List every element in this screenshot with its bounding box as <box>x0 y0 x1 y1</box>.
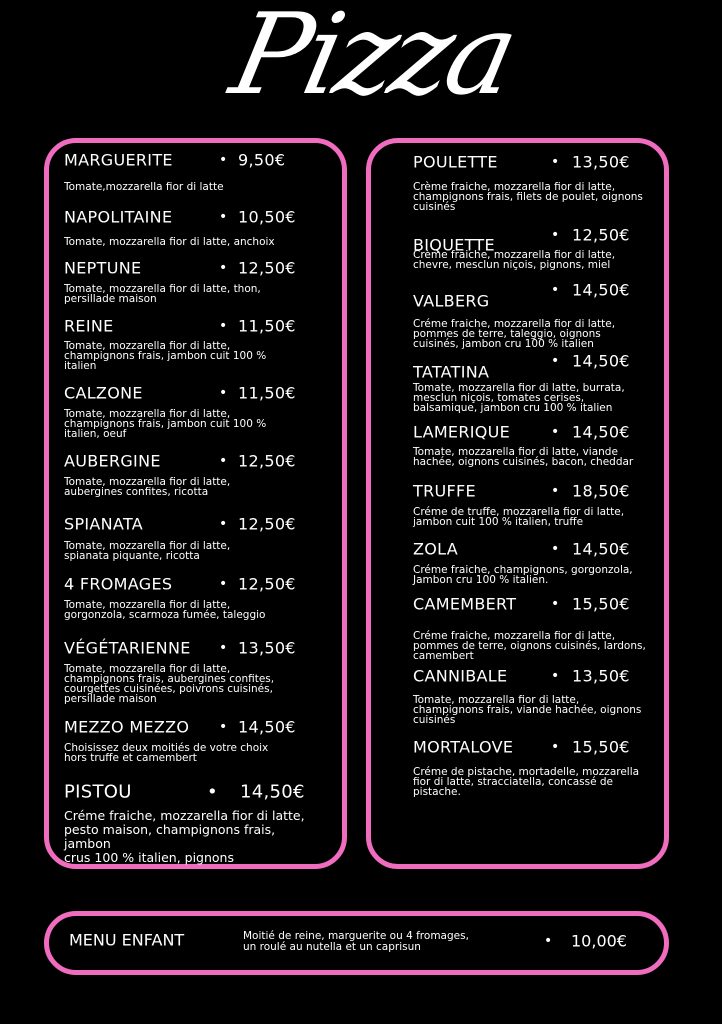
pizza-description: Créme fraiche, mozzarella fior di latte,… <box>413 318 616 350</box>
pizza-description: Créme fraiche, champignons, gorgonzola, … <box>413 564 633 586</box>
pizza-price: 12,50€ <box>238 574 296 594</box>
pizza-price: 18,50€ <box>572 481 630 501</box>
right-menu-panel <box>366 138 669 869</box>
bullet-icon: • <box>219 152 228 168</box>
pizza-price: 9,50€ <box>238 150 286 170</box>
bullet-icon: • <box>219 719 228 735</box>
pizza-price: 12,50€ <box>238 514 296 534</box>
pizza-description: Crème fraiche, mozzarella fior di latte,… <box>413 249 616 271</box>
pizza-name: MEZZO MEZZO <box>64 717 190 737</box>
pizza-name: NEPTUNE <box>64 258 142 278</box>
pizza-price: 14,50€ <box>572 539 630 559</box>
pizza-price: 13,50€ <box>238 638 296 658</box>
pizza-description: Choisissez deux moitiés de votre choix h… <box>64 742 269 764</box>
bullet-icon: • <box>219 318 228 334</box>
pizza-price: 13,50€ <box>572 666 630 686</box>
kids-menu-panel <box>44 911 669 975</box>
pizza-name: VÉGÉTARIENNE <box>64 638 191 658</box>
pizza-name: VALBERG <box>413 291 490 311</box>
pizza-name: CANNIBALE <box>413 666 508 686</box>
pizza-name: SPIANATA <box>64 514 144 534</box>
pizza-description: Tomate, mozzarella fior di latte, viande… <box>413 446 634 468</box>
pizza-description: Tomate, mozzarella fior di latte, spiana… <box>64 540 231 562</box>
bullet-icon: • <box>219 576 228 592</box>
pizza-description: Tomate, mozzarella fior di latte, champi… <box>413 694 642 726</box>
pizza-name: ZOLA <box>413 539 458 559</box>
pizza-name: TATATINA <box>413 362 490 382</box>
pizza-name: MARGUERITE <box>64 150 173 170</box>
bullet-icon: • <box>207 781 218 803</box>
kids-menu-description: Moitié de reine, marguerite ou 4 fromage… <box>243 930 469 953</box>
pizza-name: CAMEMBERT <box>413 594 517 614</box>
pizza-price: 14,50€ <box>572 280 630 300</box>
pizza-name: 4 FROMAGES <box>64 574 173 594</box>
bullet-icon: • <box>219 260 228 276</box>
left-menu-panel <box>44 138 347 869</box>
bullet-icon: • <box>551 668 560 684</box>
pizza-name: AUBERGINE <box>64 451 161 471</box>
pizza-description: Tomate, mozzarella fior di latte, champi… <box>64 340 267 372</box>
pizza-price: 11,50€ <box>238 383 296 403</box>
pizza-name: BIQUETTE <box>413 235 495 255</box>
pizza-name: LAMERIQUE <box>413 422 511 442</box>
bullet-icon: • <box>219 209 228 225</box>
pizza-description: Tomate, mozzarella fior di latte, gorgon… <box>64 599 266 621</box>
pizza-price: 12,50€ <box>572 225 630 245</box>
pizza-description: Créme fraiche, mozzarella fior di latte,… <box>413 630 646 662</box>
bullet-icon: • <box>551 596 560 612</box>
pizza-price: 12,50€ <box>238 258 296 278</box>
bullet-icon: • <box>551 739 560 755</box>
pizza-price: 11,50€ <box>238 316 296 336</box>
pizza-price: 12,50€ <box>238 451 296 471</box>
pizza-price: 14,50€ <box>240 781 305 803</box>
kids-menu-price: 10,00€ <box>571 931 627 951</box>
pizza-name: POULETTE <box>413 152 498 172</box>
bullet-icon: • <box>551 282 560 298</box>
bullet-icon: • <box>551 424 560 440</box>
pizza-description: Créme de pistache, mortadelle, mozzarell… <box>413 766 640 798</box>
pizza-name: NAPOLITAINE <box>64 207 173 227</box>
pizza-name: TRUFFE <box>413 481 476 501</box>
pizza-price: 14,50€ <box>572 422 630 442</box>
pizza-price: 10,50€ <box>238 207 296 227</box>
kids-menu-name: MENU ENFANT <box>69 930 185 950</box>
bullet-icon: • <box>551 483 560 499</box>
pizza-description: Tomate, mozzarella fior di latte, thon, … <box>64 283 261 305</box>
bullet-icon: • <box>219 385 228 401</box>
pizza-description: Tomate, mozzarella fior di latte, champi… <box>64 663 275 705</box>
pizza-name: REINE <box>64 316 114 336</box>
pizza-description: Créme de truffe, mozzarella fior di latt… <box>413 506 625 528</box>
bullet-icon: • <box>219 453 228 469</box>
pizza-price: 14,50€ <box>238 717 296 737</box>
pizza-description: Tomate, mozzarella fior di latte, burrat… <box>413 382 625 414</box>
pizza-description: Tomate, mozzarella fior di latte, anchoi… <box>64 236 275 248</box>
pizza-price: 13,50€ <box>572 152 630 172</box>
pizza-description: Tomate, mozzarella fior di latte, champi… <box>64 408 267 440</box>
pizza-name: CALZONE <box>64 383 143 403</box>
bullet-icon: • <box>544 933 553 949</box>
pizza-price: 15,50€ <box>572 737 630 757</box>
pizza-name: PISTOU <box>64 781 132 803</box>
bullet-icon: • <box>551 541 560 557</box>
bullet-icon: • <box>219 640 228 656</box>
pizza-name: MORTALOVE <box>413 737 514 757</box>
bullet-icon: • <box>551 154 560 170</box>
bullet-icon: • <box>219 516 228 532</box>
bullet-icon: • <box>551 227 560 243</box>
bullet-icon: • <box>551 353 560 369</box>
pizza-description: Tomate, mozzarella fior di latte, auberg… <box>64 476 231 498</box>
pizza-price: 15,50€ <box>572 594 630 614</box>
pizza-description: Crème fraiche, mozzarella fior di latte,… <box>413 181 643 213</box>
pizza-description: Créme fraiche, mozzarella fior di latte,… <box>64 808 305 865</box>
pizza-description: Tomate,mozzarella fior di latte <box>64 181 224 193</box>
pizza-price: 14,50€ <box>572 351 630 371</box>
menu-title: Pizza <box>221 0 525 120</box>
